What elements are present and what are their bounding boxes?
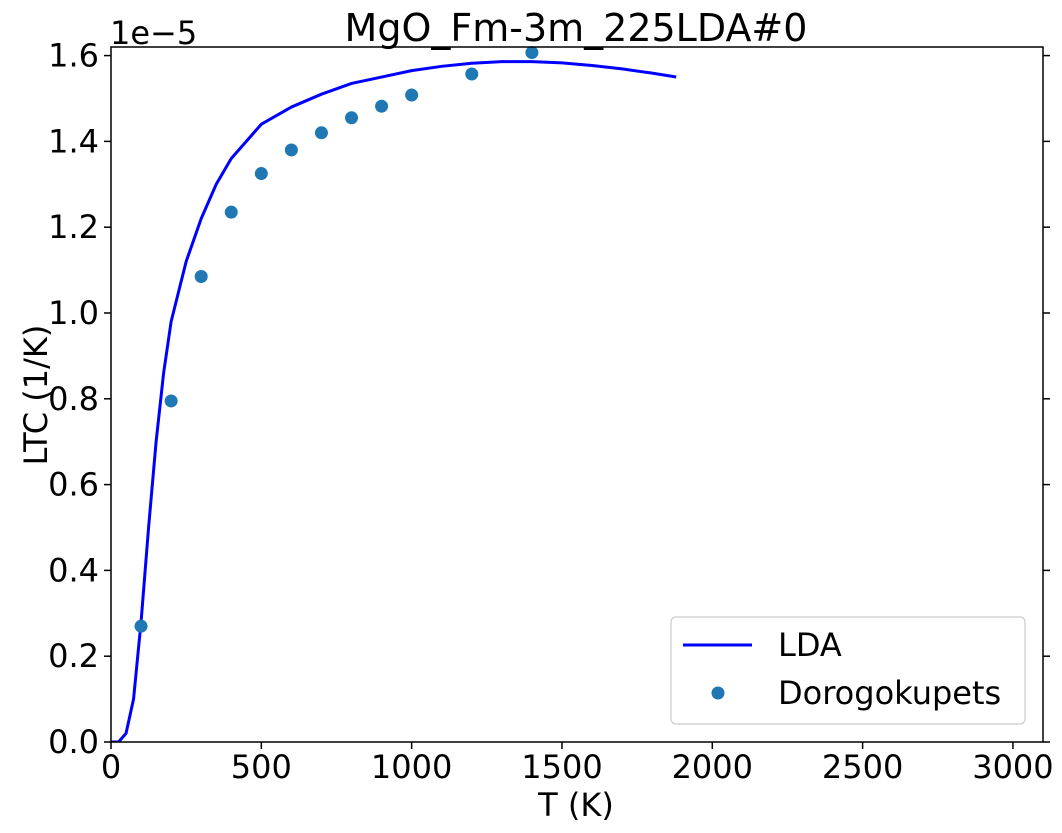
dorogokupets-point bbox=[465, 67, 479, 81]
x-tick-label: 500 bbox=[231, 748, 292, 786]
dorogokupets-point bbox=[525, 46, 539, 60]
legend-marker-swatch bbox=[711, 686, 725, 700]
y-axis-offset-label: 1e−5 bbox=[110, 14, 197, 52]
dorogokupets-point bbox=[375, 99, 389, 113]
y-tick-label: 0.4 bbox=[48, 551, 99, 589]
y-tick-label: 0.6 bbox=[48, 466, 99, 504]
y-axis-label: LTC (1/K) bbox=[17, 325, 55, 466]
y-axis: 0.0 0.2 0.4 0.6 0.8 1.0 1.2 1.4 1.6 bbox=[48, 37, 1050, 761]
dorogokupets-point bbox=[254, 167, 268, 181]
y-tick-label: 1.4 bbox=[48, 122, 99, 160]
dorogokupets-point bbox=[345, 111, 359, 125]
y-tick-label: 1.0 bbox=[48, 294, 99, 332]
dorogokupets-point bbox=[314, 126, 328, 140]
dorogokupets-point bbox=[405, 88, 419, 102]
plot-frame bbox=[110, 46, 1044, 743]
x-tick-label: 2000 bbox=[672, 748, 753, 786]
chart-title: MgO_Fm-3m_225LDA#0 bbox=[345, 6, 808, 50]
lda-line bbox=[111, 60, 677, 742]
x-tick-label: 1500 bbox=[521, 748, 602, 786]
x-tick-label: 2500 bbox=[822, 748, 903, 786]
legend: LDA Dorogokupets bbox=[670, 616, 1026, 725]
legend-label-lda: LDA bbox=[778, 626, 842, 664]
y-tick-label: 1.6 bbox=[48, 37, 99, 75]
x-tick-label: 0 bbox=[101, 748, 121, 786]
y-tick-label: 0.0 bbox=[48, 723, 99, 761]
dorogokupets-point bbox=[284, 143, 298, 157]
x-tick-label: 3000 bbox=[972, 748, 1053, 786]
dorogokupets-point bbox=[164, 394, 178, 408]
dorogokupets-point bbox=[194, 270, 208, 284]
x-axis-label: T (K) bbox=[537, 786, 614, 824]
dorogokupets-point bbox=[134, 619, 148, 633]
y-tick-label: 0.2 bbox=[48, 637, 99, 675]
series-layer bbox=[111, 46, 677, 742]
y-tick-label: 0.8 bbox=[48, 380, 99, 418]
legend-box bbox=[670, 616, 1026, 725]
y-tick-label: 1.2 bbox=[48, 208, 99, 246]
x-tick-label: 1000 bbox=[371, 748, 452, 786]
dorogokupets-point bbox=[224, 205, 238, 219]
legend-label-dorogokupets: Dorogokupets bbox=[778, 674, 1001, 712]
x-axis: 0 500 1000 1500 2000 2500 3000 bbox=[101, 742, 1054, 786]
